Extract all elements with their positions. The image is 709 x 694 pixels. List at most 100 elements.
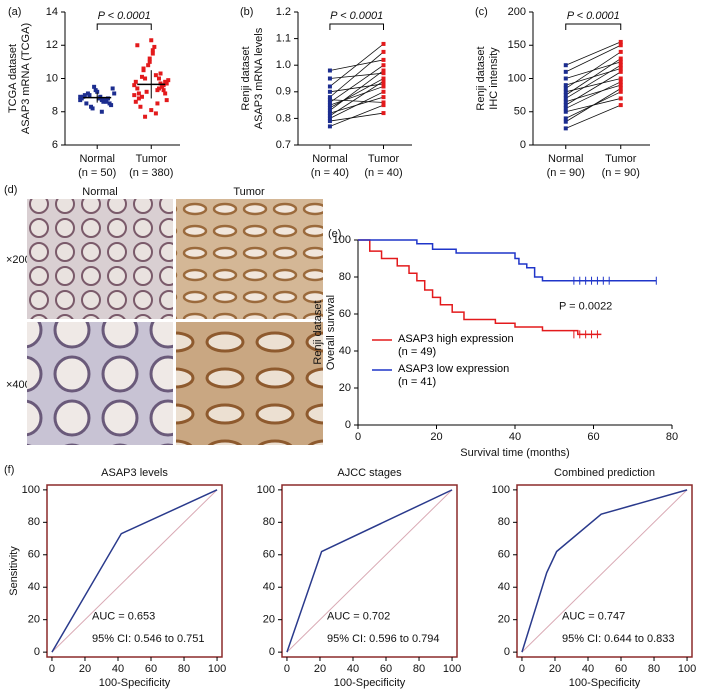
dot [381,84,386,89]
dot [618,39,623,44]
dot [618,76,623,81]
pair-line [329,86,384,106]
chart-title: AJCC stages [337,467,402,479]
y-tick-label: 20 [263,614,275,626]
dot [132,83,137,88]
dot [618,63,623,68]
roc-curve [286,489,453,653]
x-tick-label: Tumor [605,153,637,165]
y-tick-label: 200 [508,6,526,18]
plot-frame [516,484,693,658]
x-tick-label: 100 [443,663,461,675]
dot [381,41,386,46]
dot [618,43,623,48]
y-tick-label: 80 [339,271,351,283]
annotation: P < 0.0001 [330,10,383,22]
x-axis-label: 100-Specificity [569,677,641,689]
dot [563,126,568,131]
dot [327,103,332,108]
dot [110,86,115,91]
dot [87,93,92,98]
legend-label: ASAP3 high expression (n = 49) [398,333,514,358]
dot [135,43,140,48]
y-tick-label: 1.0 [276,59,291,71]
reference-line [51,489,218,653]
y-axis-label: Renji dataset [240,46,252,110]
x-tick-label: 60 [615,663,627,675]
dot [618,103,623,108]
pair-line [565,88,621,123]
dot [95,89,100,94]
column-label: Normal [82,186,117,198]
y-tick-label: 100 [333,234,351,246]
x-tick-label: 40 [509,431,521,443]
pair-line [565,84,621,103]
dot [618,69,623,74]
dot [149,108,154,113]
y-tick-label: 0 [345,419,351,431]
plot-frame [46,484,223,658]
x-tick-label: Normal [79,153,114,165]
roc-curve [521,489,688,653]
pair-line [565,81,621,109]
dot [381,81,386,86]
dot [381,57,386,62]
y-tick-label: 50 [514,106,526,118]
x-axis-label: 100-Specificity [99,677,171,689]
dot [563,63,568,68]
dot [150,51,155,56]
pair-line [565,44,621,73]
pair-line [329,112,384,122]
y-tick-label: 1.1 [276,33,291,45]
roc-curve [51,489,218,653]
dot [327,111,332,116]
dot [563,106,568,111]
x-tick-label: 100 [208,663,226,675]
x-tick-label: Normal [548,153,583,165]
dot [133,79,138,84]
dot [112,91,117,96]
dot [164,98,169,103]
y-tick-label: 60 [498,549,510,561]
panel-label: (a) [8,6,21,18]
y-tick-label: 80 [263,516,275,528]
micrograph [27,322,173,445]
annotation: P = 0.0022 [559,301,612,313]
dot [143,114,148,119]
dot [78,98,83,103]
dot [381,79,386,84]
dot [136,91,141,96]
y-tick-label: 0 [269,646,275,658]
panel-label: (c) [475,6,488,18]
dot [156,76,161,81]
x-tick-label: 100 [678,663,696,675]
dot [158,81,163,86]
dot [152,44,157,49]
x-tick-label: 20 [430,431,442,443]
auc-label: AUC = 0.653 [92,610,155,622]
dot [381,71,386,76]
chart-title: Combined prediction [554,467,655,479]
dot [381,68,386,73]
annotation: P < 0.0001 [567,10,620,22]
y-tick-label: 80 [498,516,510,528]
significance-bracket [96,23,152,30]
y-tick-label: 0.9 [276,86,291,98]
dot [563,96,568,101]
dot [618,66,623,71]
auc-label: AUC = 0.702 [327,610,390,622]
dot [381,95,386,100]
dot [563,93,568,98]
x-tick-label: 60 [587,431,599,443]
pair-line [565,71,621,106]
n-label: (n = 380) [129,167,173,179]
dot [158,71,163,76]
x-tick-label: 20 [79,663,91,675]
x-tick-label: 60 [145,663,157,675]
panel-label: (f) [4,464,14,476]
legend-label: ASAP3 low expression (n = 41) [398,363,510,388]
y-tick-label: 6 [52,139,58,151]
n-label: (n = 40) [364,167,402,179]
n-label: (n = 50) [78,167,116,179]
